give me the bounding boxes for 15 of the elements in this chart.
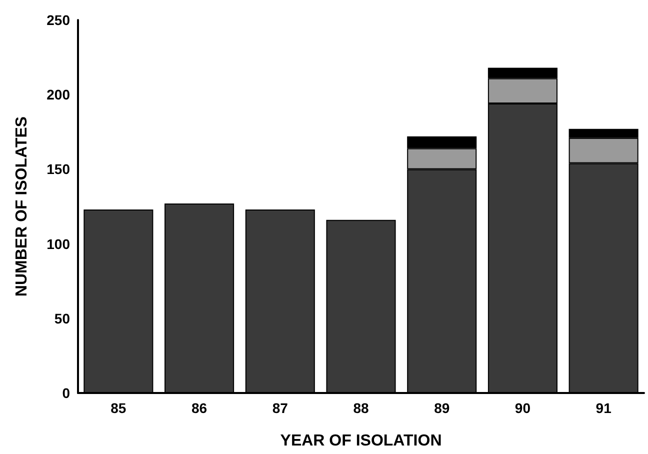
- y-tick-label: 150: [46, 161, 70, 178]
- x-tick-label: 91: [596, 400, 612, 416]
- x-tick-label: 88: [353, 400, 369, 416]
- y-tick-label: 250: [46, 12, 70, 28]
- y-tick-label: 50: [54, 310, 70, 326]
- y-tick-label: 100: [46, 236, 70, 252]
- y-tick-label: 0: [62, 385, 70, 401]
- x-axis-title: YEAR OF ISOLATION: [280, 432, 442, 450]
- x-tick-label: 85: [110, 400, 126, 416]
- y-axis-title: NUMBER OF ISOLATES: [14, 116, 30, 297]
- x-tick-label: 86: [191, 400, 208, 416]
- x-tick-label: 89: [434, 400, 450, 416]
- x-tick-label: 87: [272, 400, 288, 416]
- y-tick-label: 200: [46, 86, 70, 103]
- x-tick-label: 90: [514, 400, 531, 416]
